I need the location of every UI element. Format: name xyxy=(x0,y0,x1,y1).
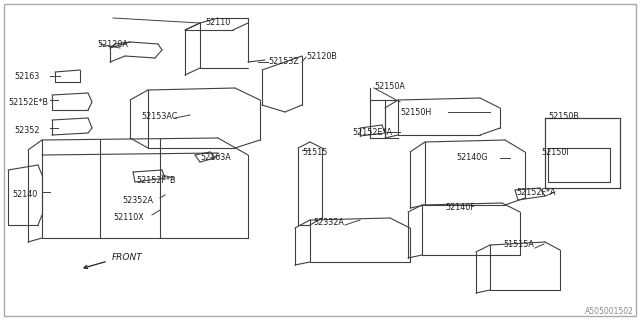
Text: 52152E*B: 52152E*B xyxy=(8,98,48,107)
Text: 52150I: 52150I xyxy=(541,148,568,157)
Text: 52140F: 52140F xyxy=(445,203,475,212)
Text: 52163: 52163 xyxy=(14,72,39,81)
Text: 52150B: 52150B xyxy=(548,112,579,121)
Text: 52152F*B: 52152F*B xyxy=(136,176,175,185)
Text: 52150H: 52150H xyxy=(400,108,431,117)
Text: 52153Z: 52153Z xyxy=(268,57,299,66)
Text: 52352A: 52352A xyxy=(122,196,153,205)
Text: 52352: 52352 xyxy=(14,126,40,135)
Text: 52153AC: 52153AC xyxy=(141,112,177,121)
Text: FRONT: FRONT xyxy=(112,253,143,262)
Text: 52332A: 52332A xyxy=(313,218,344,227)
Text: 52110: 52110 xyxy=(205,18,230,27)
Text: 52150A: 52150A xyxy=(374,82,405,91)
Text: 52152F*A: 52152F*A xyxy=(516,188,556,197)
Text: 52120A: 52120A xyxy=(97,40,128,49)
Text: 52140G: 52140G xyxy=(456,153,488,162)
Text: 51515: 51515 xyxy=(302,148,328,157)
Text: 51515A: 51515A xyxy=(503,240,534,249)
Text: 52163A: 52163A xyxy=(200,153,231,162)
Text: 52110X: 52110X xyxy=(113,213,144,222)
Text: A505001502: A505001502 xyxy=(585,307,634,316)
Text: 52120B: 52120B xyxy=(306,52,337,61)
Text: 52140: 52140 xyxy=(12,190,37,199)
Text: 52152E*A: 52152E*A xyxy=(352,128,392,137)
